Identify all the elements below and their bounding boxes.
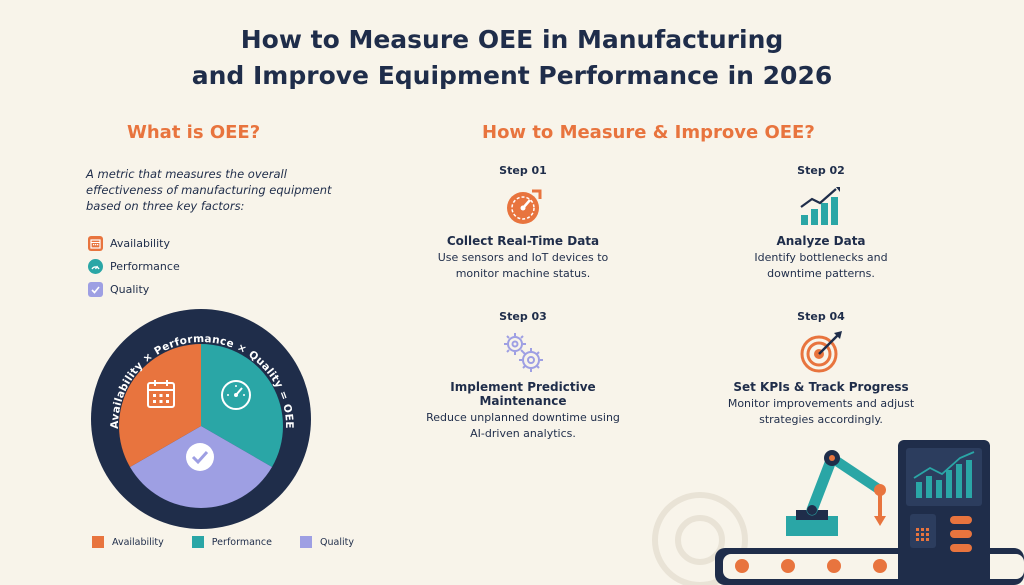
step-title: Analyze Data	[776, 234, 866, 248]
step-text-line-2: monitor machine status.	[455, 267, 591, 280]
what-is-oee-heading: What is OEE?	[127, 122, 261, 143]
legend-item-quality: Quality	[300, 536, 354, 548]
factor-quality: Quality	[88, 278, 180, 301]
step-title: Collect Real-Time Data	[446, 234, 600, 248]
step-label: Step 03	[499, 310, 547, 323]
check-icon	[88, 282, 103, 297]
step-text-line-2: downtime patterns.	[767, 267, 875, 280]
how-to-measure-heading: How to Measure & Improve OEE?	[482, 122, 815, 143]
step-label: Step 04	[797, 310, 845, 323]
title-line-1: How to Measure OEE in Manufacturing	[240, 25, 784, 54]
background-gear-icon	[652, 492, 748, 585]
calendar-icon	[147, 380, 175, 408]
step-text-line-2: AI-driven analytics.	[470, 427, 576, 440]
legend-swatch	[92, 536, 104, 548]
step-01: Step 01 Collect Real-Time Data Use senso…	[408, 164, 638, 282]
legend-item-performance: Performance	[191, 536, 272, 548]
step-02: Step 02 Analyze Data Identify bottleneck…	[706, 164, 936, 282]
gears-icon	[408, 326, 638, 378]
gauge-icon	[88, 259, 103, 274]
legend-item-availability: Availability	[92, 536, 164, 548]
step-title: Set KPIs & Track Progress	[733, 380, 909, 394]
gauge-icon	[221, 380, 251, 410]
calendar-icon	[88, 236, 103, 251]
factor-label: Availability	[110, 237, 170, 250]
factor-label: Quality	[110, 283, 150, 296]
target-icon	[706, 326, 936, 378]
step-label: Step 01	[499, 164, 547, 177]
step-04: Step 04 Set KPIs & Track Progress Monito…	[706, 310, 936, 428]
robotic-arm	[786, 450, 886, 536]
legend-swatch	[300, 536, 312, 548]
step-text-line-1: Reduce unplanned downtime using	[426, 411, 620, 424]
step-03: Step 03 Implement Predictive Maintenance…	[408, 310, 638, 442]
step-text-line-1: Identify bottlenecks and	[754, 251, 888, 264]
legend-swatch	[191, 536, 204, 548]
page-title: How to Measure OEE in Manufacturing and …	[0, 22, 1024, 94]
step-title: Implement Predictive Maintenance	[450, 380, 596, 408]
oee-description: A metric that measures the overall effec…	[86, 167, 332, 213]
availability-slice	[119, 344, 201, 467]
step-label: Step 02	[797, 164, 845, 177]
factor-list: Availability Performance Quality	[88, 232, 180, 301]
factor-availability: Availability	[88, 232, 180, 255]
step-text-line-1: Monitor improvements and adjust	[727, 397, 915, 410]
bar-chart-icon	[706, 180, 936, 232]
step-text-line-2: strategies accordingly.	[759, 413, 883, 426]
donut-legend: Availability Performance Quality	[92, 536, 382, 548]
performance-slice	[201, 344, 283, 467]
factory-illustration	[620, 430, 1024, 585]
title-line-2: and Improve Equipment Performance in 202…	[191, 61, 833, 90]
check-icon	[186, 443, 214, 471]
factor-label: Performance	[110, 260, 180, 273]
factor-performance: Performance	[88, 255, 180, 278]
speedometer-icon	[408, 180, 638, 232]
step-text-line-1: Use sensors and IoT devices to	[437, 251, 609, 264]
control-panel-machine	[898, 440, 990, 585]
oee-donut-diagram: Availability × Performance × Quality = O…	[90, 308, 312, 530]
